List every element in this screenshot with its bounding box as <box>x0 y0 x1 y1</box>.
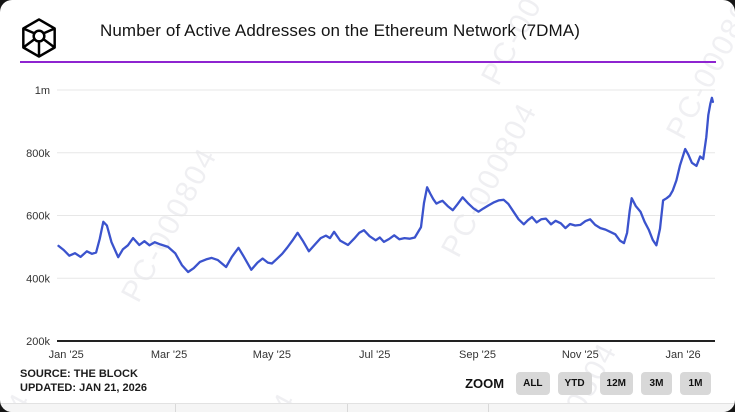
zoom-button-12m[interactable]: 12M <box>599 372 633 395</box>
x-tick-label: Sep '25 <box>459 349 496 361</box>
zoom-label: ZOOM <box>465 376 505 391</box>
y-tick-label: 400k <box>26 273 50 285</box>
y-tick-label: 800k <box>26 148 50 160</box>
zoom-button-1m[interactable]: 1M <box>680 372 711 395</box>
header: Number of Active Addresses on the Ethere… <box>0 0 735 62</box>
navigator-strip[interactable] <box>0 403 735 412</box>
accent-divider <box>20 61 716 63</box>
zoom-button-3m[interactable]: 3M <box>641 372 672 395</box>
x-tick-label: Nov '25 <box>562 349 599 361</box>
y-tick-label: 1m <box>35 85 50 97</box>
x-tick-label: Mar '25 <box>151 349 187 361</box>
navigator-divider <box>347 404 348 412</box>
series-line <box>57 96 715 274</box>
source-text: SOURCE: THE BLOCK <box>20 368 138 380</box>
updated-text: UPDATED: JAN 21, 2026 <box>20 382 147 394</box>
navigator-divider <box>488 404 489 412</box>
x-tick-label: May '25 <box>253 349 291 361</box>
zoom-button-ytd[interactable]: YTD <box>557 372 592 395</box>
zoom-button-all[interactable]: ALL <box>516 372 550 395</box>
source-block: SOURCE: THE BLOCK UPDATED: JAN 21, 2026 <box>20 367 147 395</box>
zoom-controls: ZOOM ALL YTD 12M 3M 1M <box>465 372 711 395</box>
the-block-logo-icon <box>22 18 56 58</box>
navigator-divider <box>175 404 176 412</box>
chart-title: Number of Active Addresses on the Ethere… <box>100 21 581 40</box>
y-tick-label: 600k <box>26 211 50 223</box>
x-tick-label: Jan '25 <box>49 349 84 361</box>
x-tick-label: Jul '25 <box>359 349 390 361</box>
zoom-button-group: ALL YTD 12M 3M 1M <box>516 372 711 395</box>
y-tick-label: 200k <box>26 336 50 348</box>
x-tick-label: Jan '26 <box>666 349 701 361</box>
